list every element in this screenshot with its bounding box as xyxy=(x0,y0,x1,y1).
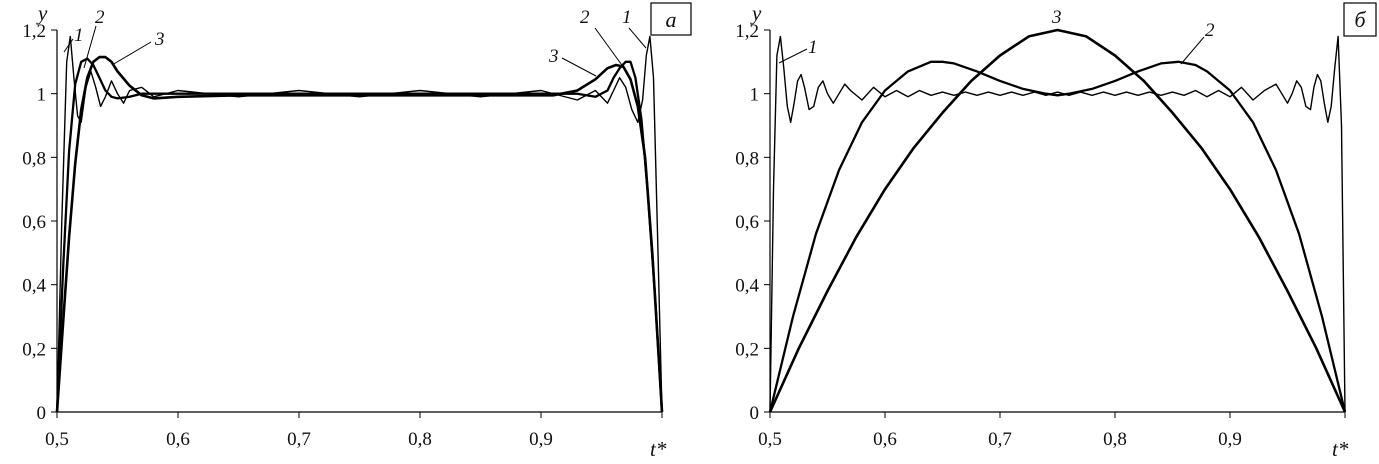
series-line-3 xyxy=(55,55,664,413)
y-tick-label: 1,2 xyxy=(22,21,46,42)
y-tick-label: 0,8 xyxy=(735,148,759,169)
y-axis-label: y xyxy=(36,1,48,25)
leader-1-right xyxy=(628,27,647,49)
y-tick-label: 0,6 xyxy=(22,212,46,233)
curve-label-3-right: 3 xyxy=(548,46,559,67)
leader-1 xyxy=(778,48,808,64)
panel-b: 0,5 0,6 0,7 0,8 0,9 0 0,2 0,4 0,6 0,8 1 1,2 y t* 1… xyxy=(735,1,1377,461)
y-tick-label: 0,4 xyxy=(735,276,759,297)
curve-label-1-right: 1 xyxy=(622,7,632,28)
panel-a: 0,5 0,6 0,7 0,8 0,9 0 0,2 0,4 0,6 0,8 1 1,2 y t* 1… xyxy=(22,1,692,461)
curves xyxy=(55,35,664,413)
x-tick-label: 0,5 xyxy=(45,429,69,450)
series-line-2 xyxy=(55,57,664,413)
x-tick-label: 0,6 xyxy=(873,429,897,450)
y-tick-label: 0,2 xyxy=(735,339,759,360)
curve-label-3: 3 xyxy=(1051,7,1062,28)
curves xyxy=(768,28,1347,413)
x-tick-label: 0,7 xyxy=(988,429,1012,450)
x-tick-label: 0,7 xyxy=(287,429,311,450)
x-ticks: 0,5 0,6 0,7 0,8 0,9 xyxy=(45,412,663,450)
panel-label-box xyxy=(650,2,692,36)
panel-label: б xyxy=(1354,7,1366,32)
y-tick-label: 0,2 xyxy=(22,339,46,360)
y-ticks: 0 0,2 0,4 0,6 0,8 1 1,2 xyxy=(22,21,57,424)
x-tick-label: 0,8 xyxy=(1103,429,1127,450)
y-tick-label: 1,2 xyxy=(735,21,759,42)
y-tick-label: 0 xyxy=(750,403,760,424)
y-tick-label: 0,6 xyxy=(735,212,759,233)
series-line-2 xyxy=(768,60,1347,413)
curve-label-2-right: 2 xyxy=(580,7,590,28)
x-tick-label: 0,9 xyxy=(529,429,553,450)
x-tick-label: 0,5 xyxy=(758,429,782,450)
x-axis-label: t* xyxy=(1332,437,1349,461)
leader-2 xyxy=(1180,36,1205,65)
y-tick-label: 1 xyxy=(37,85,47,106)
curve-label-2: 2 xyxy=(1205,20,1215,41)
leader-2-right xyxy=(594,27,625,69)
y-tick-label: 0 xyxy=(37,403,47,424)
series-line-3 xyxy=(768,28,1347,413)
leader-3-right xyxy=(561,57,597,77)
y-tick-label: 1 xyxy=(750,85,760,106)
y-tick-label: 0,4 xyxy=(22,276,46,297)
curve-label-1: 1 xyxy=(808,37,818,58)
panel-label: а xyxy=(666,7,677,32)
curve-label-3-left: 3 xyxy=(154,29,165,50)
x-tick-label: 0,6 xyxy=(166,429,190,450)
series-line-1 xyxy=(56,35,663,413)
leader-1-left xyxy=(63,38,74,53)
y-tick-label: 0,8 xyxy=(22,148,46,169)
leader-2-left xyxy=(83,25,97,69)
curve-label-1-left: 1 xyxy=(74,25,84,46)
panel-label-box xyxy=(1343,2,1377,37)
x-axis-label: t* xyxy=(650,437,667,461)
curve-label-2-left: 2 xyxy=(95,7,105,28)
leader-3-left xyxy=(111,41,152,66)
y-axis-label: y xyxy=(750,1,762,25)
y-ticks: 0 0,2 0,4 0,6 0,8 1 1,2 xyxy=(735,21,770,424)
series-line-1 xyxy=(769,35,1346,413)
x-ticks: 0,5 0,6 0,7 0,8 0,9 xyxy=(758,412,1346,450)
x-tick-label: 0,9 xyxy=(1218,429,1242,450)
x-tick-label: 0,8 xyxy=(408,429,432,450)
